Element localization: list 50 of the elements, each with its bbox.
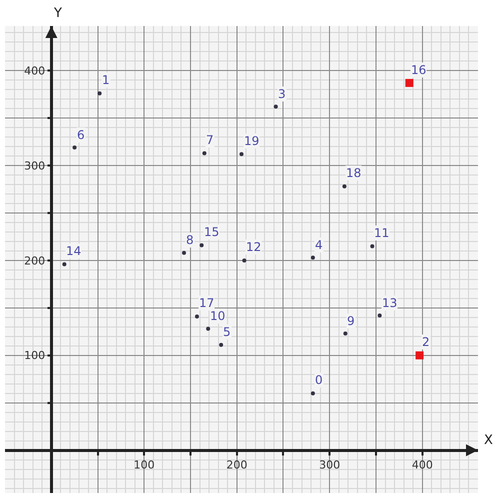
annotation: 12: [246, 240, 262, 254]
annotation: 3: [278, 87, 286, 101]
point: [182, 250, 186, 255]
annotation: 17: [199, 296, 214, 310]
annotation: 7: [206, 133, 214, 147]
point: [202, 151, 206, 156]
y-tick-label: 100: [24, 349, 46, 362]
x-tick-label: 100: [134, 458, 155, 472]
annotation: 11: [374, 226, 390, 240]
annotation: 4: [315, 238, 323, 252]
point: [405, 78, 414, 87]
point: [242, 258, 246, 262]
point: [342, 184, 346, 188]
point: [378, 314, 382, 318]
point: [62, 262, 66, 266]
point: [200, 243, 204, 248]
annotation: 15: [204, 225, 220, 239]
x-axis-title: X: [484, 433, 493, 448]
point: [219, 342, 224, 347]
annotation: 14: [66, 244, 82, 258]
annotation: 13: [382, 296, 398, 310]
y-tick-label: 200: [24, 254, 46, 268]
point: [72, 146, 77, 150]
point: [310, 391, 315, 396]
point: [416, 351, 424, 360]
x-tick-label: 300: [319, 458, 340, 472]
point: [194, 314, 199, 318]
annotation: 0: [315, 373, 323, 387]
annotation: 2: [422, 335, 430, 349]
point: [98, 91, 102, 96]
point: [310, 256, 315, 260]
x-tick-label: 400: [412, 458, 433, 472]
y-tick-label: 300: [24, 159, 46, 172]
point: [206, 326, 210, 331]
annotation: 8: [186, 233, 194, 247]
annotation: 16: [411, 63, 426, 77]
annotation: 10: [210, 309, 226, 323]
x-tick-label: 200: [226, 458, 248, 472]
y-tick-label: 400: [24, 64, 46, 78]
annotation: 6: [77, 128, 85, 142]
annotation: 1: [102, 73, 110, 87]
point: [274, 104, 278, 109]
annotation: 5: [223, 325, 231, 339]
point: [240, 152, 244, 156]
point: [343, 332, 348, 336]
y-axis-title: Y: [53, 6, 62, 21]
annotation: 18: [346, 166, 362, 180]
annotation: 9: [347, 314, 355, 328]
annotation: 19: [244, 134, 260, 148]
point: [370, 244, 374, 248]
